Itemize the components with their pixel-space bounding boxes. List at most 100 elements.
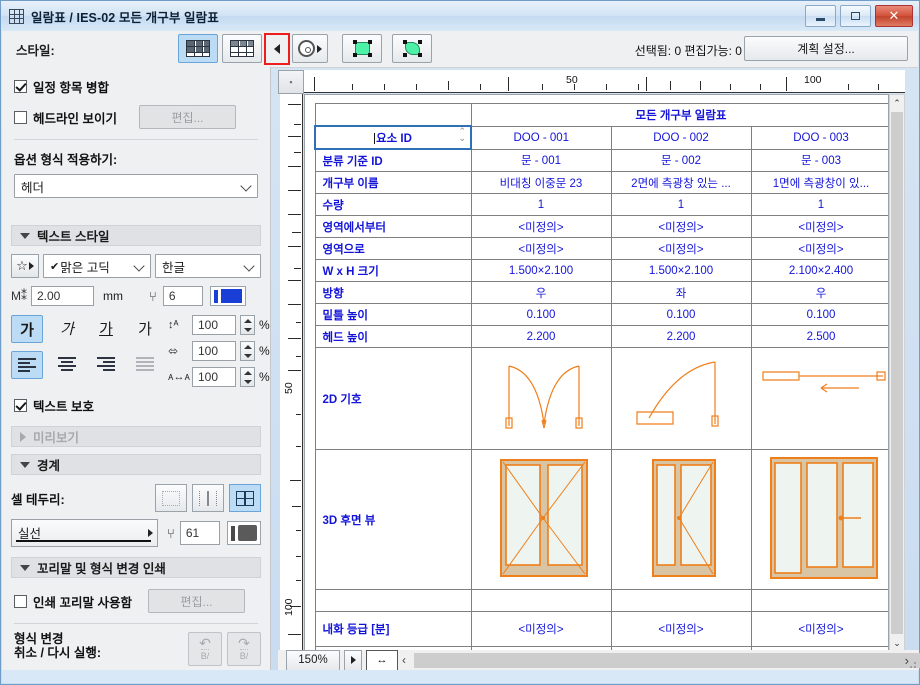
- edit-headline-button[interactable]: 편집...: [138, 105, 236, 129]
- apply-option-select[interactable]: 헤더: [14, 174, 258, 198]
- fit-width-button[interactable]: ↔: [366, 649, 398, 671]
- cell[interactable]: 1면에 측광창이 있...: [750, 171, 888, 194]
- scroll-up-icon[interactable]: ⌃: [893, 98, 901, 108]
- border-section-header[interactable]: 경계: [11, 454, 261, 475]
- protect-text-checkbox[interactable]: [14, 399, 27, 412]
- cell[interactable]: <미정의>: [750, 215, 888, 238]
- table-row[interactable]: 수량 1 1 1: [314, 193, 888, 216]
- table-row-3d-view[interactable]: 3D 후면 뷰: [314, 449, 888, 590]
- align-right-button[interactable]: [91, 351, 121, 377]
- table-grid-header-button[interactable]: [222, 34, 262, 63]
- table-row[interactable]: 영역에서부터 <미정의> <미정의> <미정의>: [314, 215, 888, 238]
- cell[interactable]: <미정의>: [750, 237, 888, 260]
- cell[interactable]: <미정의>: [610, 215, 752, 238]
- horizontal-scrollbar[interactable]: ‹ ›: [402, 652, 920, 668]
- edit-footer-button[interactable]: 편집...: [147, 589, 245, 613]
- table-row[interactable]: 분류 기준 ID 문 - 001 문 - 002 문 - 003: [314, 148, 888, 172]
- table-row-2d-symbol[interactable]: 2D 기호: [314, 347, 888, 450]
- char-spacing-stepper[interactable]: [240, 367, 255, 387]
- show-headline-row[interactable]: 헤드라인 보이기 편집...: [2, 105, 270, 129]
- schedule-table[interactable]: 모든 개구부 일람표 요소 ID ⌃ ⌄ DOO - 001 DOO - 002 …: [314, 103, 888, 651]
- text-size-input[interactable]: 2.00: [31, 286, 94, 306]
- italic-button[interactable]: 가: [52, 315, 82, 341]
- text-pen-color-button[interactable]: [209, 286, 246, 306]
- merge-items-row[interactable]: 일정 항목 병합: [2, 77, 270, 96]
- maximize-button[interactable]: [840, 5, 871, 27]
- cell[interactable]: 2.200: [470, 325, 612, 348]
- cell[interactable]: 0.100: [750, 303, 888, 326]
- vertical-ruler[interactable]: 50 100: [280, 94, 303, 652]
- show-headline-checkbox[interactable]: [14, 110, 27, 124]
- scroll-right-icon[interactable]: ›: [904, 652, 909, 668]
- cell-2d-symbol[interactable]: [750, 347, 888, 450]
- cell[interactable]: <미정의>: [610, 237, 752, 260]
- cell[interactable]: 2.200: [610, 325, 752, 348]
- cell-3d-view[interactable]: [470, 449, 612, 590]
- table-row[interactable]: 방향 우 좌 우: [314, 281, 888, 304]
- cell[interactable]: <미정의>: [470, 215, 612, 238]
- protect-text-row[interactable]: 텍스트 보호: [2, 396, 270, 415]
- align-center-button[interactable]: [52, 351, 82, 377]
- width-factor-stepper[interactable]: [240, 341, 255, 361]
- outline-button[interactable]: 가: [130, 315, 160, 341]
- zoom-more-button[interactable]: [344, 649, 362, 671]
- cell[interactable]: 1.500×2.100: [610, 259, 752, 282]
- cell[interactable]: 비대칭 이중문 23: [470, 171, 612, 194]
- border-all-button[interactable]: [229, 484, 261, 512]
- border-pen-color-button[interactable]: [226, 521, 261, 545]
- cell[interactable]: 문 - 001: [470, 148, 612, 172]
- table-row[interactable]: W x H 크기 1.500×2.100 1.500×2.100 2.100×2…: [314, 259, 888, 282]
- horizontal-ruler[interactable]: 50 100: [304, 70, 905, 93]
- favorite-star-button[interactable]: ☆: [11, 254, 39, 278]
- bold-button[interactable]: 가: [11, 315, 43, 343]
- text-style-section-header[interactable]: 텍스트 스타일: [11, 225, 261, 246]
- cell[interactable]: 0.100: [470, 303, 612, 326]
- merge-items-checkbox[interactable]: [14, 80, 27, 93]
- collapse-left-button[interactable]: [266, 35, 288, 62]
- element-3d-button[interactable]: [392, 34, 432, 63]
- line-type-select[interactable]: 실선: [11, 519, 158, 547]
- scroll-down-icon[interactable]: ⌄: [893, 638, 901, 648]
- resize-grip[interactable]: [906, 658, 916, 668]
- line-spacing-input[interactable]: 100: [192, 315, 236, 335]
- footer-section-header[interactable]: 꼬리말 및 형식 변경 인쇄: [11, 557, 261, 578]
- zoom-level[interactable]: 150%: [286, 649, 340, 671]
- cell[interactable]: <미정의>: [470, 611, 612, 647]
- print-footer-row[interactable]: 인쇄 꼬리말 사용함 편집...: [2, 589, 270, 613]
- print-footer-checkbox[interactable]: [14, 594, 27, 608]
- table-grid-full-button[interactable]: [178, 34, 218, 63]
- cell[interactable]: 1.500×2.100: [470, 259, 612, 282]
- horizontal-scroll-thumb[interactable]: [414, 652, 920, 668]
- vertical-scroll-thumb[interactable]: [891, 112, 903, 634]
- align-left-button[interactable]: [11, 351, 43, 379]
- border-none-button[interactable]: [155, 484, 187, 512]
- cell[interactable]: <미정의>: [470, 237, 612, 260]
- cell-3d-view[interactable]: [750, 449, 888, 590]
- cell[interactable]: 1: [750, 193, 888, 216]
- cell[interactable]: 1: [470, 193, 612, 216]
- cell[interactable]: <미정의>: [610, 611, 752, 647]
- table-row[interactable]: 밑틀 높이 0.100 0.100 0.100: [314, 303, 888, 326]
- underline-button[interactable]: 가: [91, 315, 121, 341]
- text-pen-input[interactable]: 6: [162, 286, 203, 306]
- cell[interactable]: 문 - 003: [750, 148, 888, 172]
- cell[interactable]: 2.100×2.400: [750, 259, 888, 282]
- cell[interactable]: 좌: [610, 281, 752, 304]
- scroll-left-icon[interactable]: ‹: [402, 653, 406, 667]
- font-select[interactable]: ✔ 맑은 고딕: [43, 254, 151, 278]
- ruler-corner-button[interactable]: ▪: [278, 70, 304, 94]
- cell[interactable]: 1: [610, 193, 752, 216]
- table-row[interactable]: 헤드 높이 2.200 2.200 2.500: [314, 325, 888, 348]
- table-row[interactable]: 열관류율 [W/m²K] <미정의> <미정의> <미정의>: [314, 646, 888, 651]
- table-row[interactable]: 내화 등급 [분] <미정의> <미정의> <미정의>: [314, 611, 888, 647]
- minimize-button[interactable]: [805, 5, 836, 27]
- vertical-scrollbar[interactable]: ⌃ ⌄: [889, 94, 905, 652]
- width-factor-input[interactable]: 100: [192, 341, 236, 361]
- border-vertical-button[interactable]: [192, 484, 224, 512]
- redo-format-button[interactable]: ↷ B/: [227, 632, 261, 666]
- cell-3d-view[interactable]: [610, 449, 752, 590]
- cell[interactable]: 2.500: [750, 325, 888, 348]
- undo-format-button[interactable]: ↶ B/: [188, 632, 222, 666]
- border-pen-input[interactable]: 61: [179, 521, 220, 545]
- element-id-header-cell[interactable]: 요소 ID ⌃ ⌄: [314, 125, 472, 150]
